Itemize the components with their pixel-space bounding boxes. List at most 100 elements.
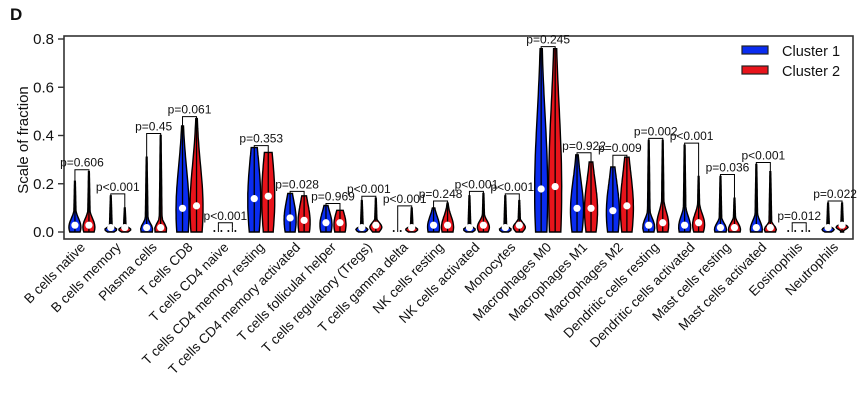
violin-group: p=0.606 [60,156,104,233]
violin-group: p<0.001 [455,177,499,233]
median-dot [85,221,93,229]
legend-label-cluster-1: Cluster 1 [782,44,840,60]
violin-group: p<0.001 [96,180,140,233]
p-value-label: p<0.001 [670,129,714,143]
p-value-bracket [253,145,269,153]
median-dot [220,230,223,232]
p-value-bracket [289,190,305,196]
p-value-label: p=0.028 [275,177,319,191]
median-dot [121,223,129,232]
p-value-label: p<0.001 [204,209,248,223]
p-value-bracket [433,200,449,208]
median-dot [408,223,416,232]
violin-group: p=0.036 [706,161,750,233]
p-value-bracket [325,202,341,211]
median-dot [695,219,703,227]
median-dot [752,223,760,232]
x-tick-label: T cells CD4 memory activated [165,240,303,378]
violin-group: p=0.922 [562,139,606,233]
median-dot [392,230,395,232]
p-value-label: p=0.022 [813,187,857,201]
median-dot [645,221,653,229]
median-dot [465,223,474,232]
median-dot [587,204,595,212]
median-dot [515,221,523,229]
violin-group: p=0.353 [239,132,283,233]
violin-group: p=0.002 [634,124,678,233]
median-dot [234,230,237,232]
median-dot [143,223,151,232]
p-value-bracket [146,133,162,158]
p-value-label: p<0.001 [347,182,391,196]
p-value-label: p<0.001 [383,192,427,206]
y-tick-label: 0.4 [33,128,54,145]
p-value-bracket [74,169,90,182]
p-value-bracket [612,154,628,167]
median-dot [787,230,790,232]
median-dot [358,223,366,232]
p-value-bracket [468,190,484,196]
median-dot [681,221,689,229]
median-dot [399,230,402,232]
p-value-label: p<0.001 [741,148,785,162]
violin-group: p<0.001 [741,148,786,233]
y-tick-label: 0.6 [33,79,54,96]
violin-group: p=0.45 [135,120,172,233]
p-value-bracket [110,193,126,208]
median-dot [286,214,294,222]
legend-label-cluster-2: Cluster 2 [782,64,840,80]
violin-group: p<0.001 [347,182,391,233]
y-axis: 0.0 0.2 0.4 0.6 0.8 [33,31,64,241]
median-dot [322,219,330,227]
p-value-bracket [648,137,664,141]
p-value-label: p=0.061 [168,103,212,117]
median-dot [537,185,545,193]
p-value-bracket [361,195,377,201]
violin-group: p=0.969 [311,189,355,233]
median-dot [838,221,846,229]
violin-group: p=0.245 [526,33,570,233]
p-value-label: p=0.009 [598,141,642,155]
p-value-bracket [504,193,520,201]
median-dot [336,219,344,227]
p-value-bracket [217,222,233,228]
p-value-bracket [684,142,700,177]
p-value-label: p=0.45 [135,120,172,134]
median-dot [573,204,581,212]
median-dot [824,223,832,232]
p-value-label: p=0.002 [634,124,678,138]
median-dot [372,221,380,229]
legend-swatch-cluster-1 [741,45,769,55]
median-dot [716,223,725,232]
violin-group: p<0.001 [490,180,534,233]
y-tick-label: 0.0 [33,224,54,241]
median-dot [429,221,438,229]
p-value-bracket [719,174,735,199]
p-value-label: p=0.036 [706,161,750,175]
p-value-bracket [397,205,413,220]
violin-group: p=0.009 [598,141,642,233]
p-value-label: p=0.248 [419,187,463,201]
violin-group: p<0.001 [204,209,248,232]
violin-group: p=0.061 [168,103,212,233]
p-value-label: p=0.606 [60,156,104,170]
legend-swatch-cluster-2 [741,65,769,75]
p-value-label: p=0.245 [526,33,570,47]
p-value-label: p=0.353 [239,132,283,146]
median-dot [192,202,201,210]
median-dot [766,223,774,232]
p-value-bracket [827,200,843,204]
p-value-bracket [791,222,807,225]
median-dot [107,223,115,232]
y-tick-label: 0.2 [33,176,54,193]
p-value-label: p=0.922 [562,139,606,153]
median-dot [479,221,488,229]
y-axis-label: Scale of fraction [15,86,32,194]
p-value-bracket [576,152,592,163]
p-value-label: p<0.001 [455,177,499,191]
median-dot [730,223,739,232]
violins: p=0.606 p<0.001 p=0.45 p=0.061 p<0.001 p=0.35… [60,33,857,233]
violin-group: p=0.022 [813,187,857,233]
